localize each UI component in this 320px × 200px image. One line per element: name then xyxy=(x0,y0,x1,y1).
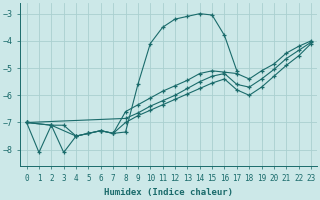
X-axis label: Humidex (Indice chaleur): Humidex (Indice chaleur) xyxy=(104,188,233,197)
